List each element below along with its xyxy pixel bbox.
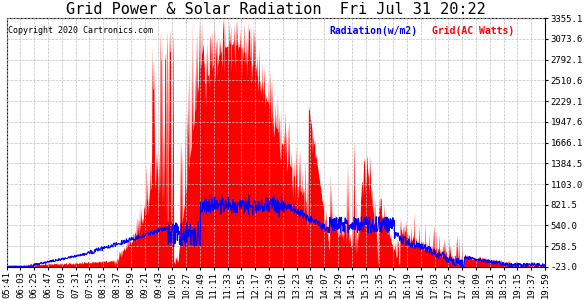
Text: Radiation(w/m2): Radiation(w/m2) (330, 26, 418, 36)
Text: Copyright 2020 Cartronics.com: Copyright 2020 Cartronics.com (8, 26, 153, 35)
Text: Grid(AC Watts): Grid(AC Watts) (432, 26, 514, 36)
Title: Grid Power & Solar Radiation  Fri Jul 31 20:22: Grid Power & Solar Radiation Fri Jul 31 … (66, 2, 486, 17)
